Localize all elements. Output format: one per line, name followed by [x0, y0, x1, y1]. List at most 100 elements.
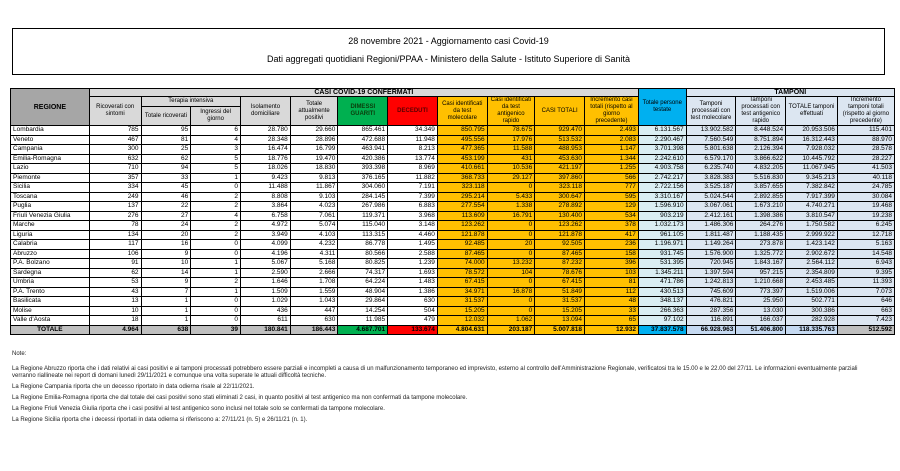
value-cell: 277.554: [436, 201, 488, 212]
value-cell: 80.825: [337, 258, 389, 269]
value-cell: 4: [190, 134, 242, 145]
value-cell: 13.030: [735, 305, 787, 316]
value-cell: 62: [88, 267, 142, 278]
value-cell: 1.519.006: [785, 286, 838, 297]
value-cell: 5.024.544: [685, 191, 737, 202]
value-cell: 41.503: [836, 163, 896, 174]
header-deceduti: DECEDUTI: [387, 96, 438, 126]
value-cell: 8.448.524: [735, 125, 787, 136]
value-cell: 11.985: [337, 315, 389, 326]
header-totale-tamponi: TOTALE tamponi effettuati: [785, 96, 838, 126]
value-cell: 0: [486, 277, 536, 288]
value-cell: 3.968: [387, 210, 438, 221]
table-row: Marche 78 24 2 4.972 5.074 115.040 3.148 123.262…: [10, 220, 896, 231]
table-row: Toscana 249 46 2 8.808 9.103 284.145 7.399 295.2…: [10, 191, 896, 202]
value-cell: 284.145: [337, 191, 389, 202]
value-cell: 2: [190, 277, 242, 288]
value-cell: 78.676: [534, 267, 585, 278]
value-cell: 630: [289, 315, 339, 326]
value-cell: 6.883: [387, 201, 438, 212]
banner-tamponi: TAMPONI: [685, 88, 896, 97]
value-cell: 67.415: [436, 277, 488, 288]
value-cell: 1.576.900: [685, 248, 737, 259]
value-cell: 5.433: [486, 191, 536, 202]
value-cell: 865.461: [337, 125, 389, 136]
value-cell: 6: [190, 125, 242, 136]
value-cell: 2.590: [240, 267, 291, 278]
header-attualmente-positivi: Totale attualmente positivi: [289, 96, 339, 126]
value-cell: 9: [140, 277, 192, 288]
value-cell: 595: [584, 191, 639, 202]
table-row: Molise 10 1 0 436 447 14.254 504 15.205 0 15.205 33…: [10, 305, 896, 316]
value-cell: 1.673.210: [735, 201, 787, 212]
value-cell: 13: [88, 296, 142, 307]
value-cell: 6.235.740: [685, 163, 737, 174]
value-cell: 3.810.547: [785, 210, 838, 221]
value-cell: 1.255: [584, 163, 639, 174]
value-cell: 9.345.213: [785, 172, 838, 183]
value-cell: 45: [140, 182, 192, 193]
value-cell: 2: [190, 201, 242, 212]
value-cell: 103: [584, 267, 639, 278]
value-cell: 903.219: [637, 210, 687, 221]
value-cell: 2.722.156: [637, 182, 687, 193]
value-cell: 74.317: [337, 267, 389, 278]
value-cell: 850.795: [436, 125, 488, 136]
value-cell: 9.423: [240, 172, 291, 183]
value-cell: 463.941: [337, 144, 389, 155]
value-cell: 33: [584, 305, 639, 316]
value-cell: 104: [486, 267, 536, 278]
value-cell: 436: [240, 305, 291, 316]
value-cell: 0: [486, 248, 536, 259]
value-cell: 4.460: [387, 229, 438, 240]
value-cell: 2.742.217: [637, 172, 687, 183]
value-cell: 115.040: [337, 220, 389, 231]
value-cell: 2.083: [584, 134, 639, 145]
value-cell: 295.214: [436, 191, 488, 202]
value-cell: 7.928.032: [785, 144, 838, 155]
value-cell: 3.148: [387, 220, 438, 231]
region-cell: P.A. Trento: [10, 286, 90, 297]
value-cell: 81: [140, 134, 192, 145]
value-cell: 5.067: [240, 258, 291, 269]
value-cell: 25: [140, 144, 192, 155]
value-cell: 4.964: [88, 324, 142, 335]
table-body: Lombardia 785 95 6 28.780 29.660 865.461 34.349…: [10, 125, 896, 335]
value-cell: 1.843.167: [735, 258, 787, 269]
value-cell: 12.718: [836, 229, 896, 240]
value-cell: 19.468: [836, 201, 896, 212]
value-cell: 133.674: [387, 324, 438, 335]
value-cell: 4.972: [240, 220, 291, 231]
value-cell: 472.688: [337, 134, 389, 145]
value-cell: 929.470: [534, 125, 585, 136]
value-cell: 1.596.910: [637, 201, 687, 212]
value-cell: 18.026: [240, 163, 291, 174]
value-cell: 18: [88, 315, 142, 326]
value-cell: 4.232: [289, 239, 339, 250]
value-cell: 4.311: [289, 248, 339, 259]
value-cell: 4.687.701: [337, 324, 389, 335]
value-cell: 4: [190, 210, 242, 221]
value-cell: 1.344: [584, 153, 639, 164]
value-cell: 78: [88, 220, 142, 231]
value-cell: 531.395: [637, 258, 687, 269]
value-cell: 8.213: [387, 144, 438, 155]
value-cell: 495.556: [436, 134, 488, 145]
report-title-box: 28 novembre 2021 - Aggiornamento casi Co…: [12, 28, 885, 75]
value-cell: 134: [88, 229, 142, 240]
report-title: 28 novembre 2021 - Aggiornamento casi Co…: [348, 36, 549, 46]
value-cell: 1.043: [289, 296, 339, 307]
value-cell: 30.084: [836, 191, 896, 202]
table-banner-row: REGIONE CASI COVID-19 CONFERMATI Totale …: [10, 88, 896, 126]
value-cell: 9.813: [289, 172, 339, 183]
total-row: TOTALE 4.964 638 39 180.841 186.443 4.687.701 1…: [10, 324, 896, 335]
value-cell: 477.365: [436, 144, 488, 155]
value-cell: 92.505: [534, 239, 585, 250]
value-cell: 420.386: [337, 153, 389, 164]
value-cell: 121.878: [436, 229, 488, 240]
value-cell: 28.896: [289, 134, 339, 145]
value-cell: 421.197: [534, 163, 585, 174]
value-cell: 323.118: [534, 182, 585, 193]
value-cell: 1.708: [289, 277, 339, 288]
value-cell: 28.348: [240, 134, 291, 145]
